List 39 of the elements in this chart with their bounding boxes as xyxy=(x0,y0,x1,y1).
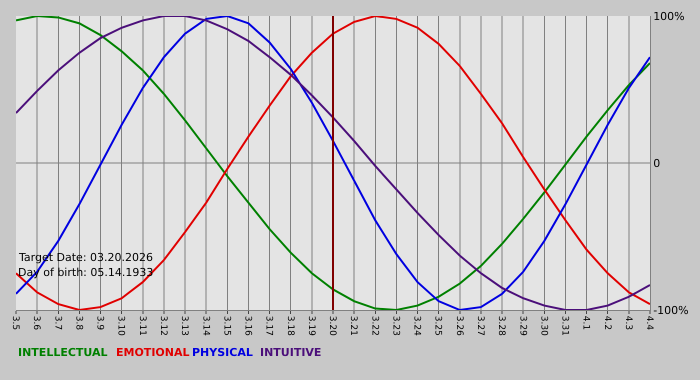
x-tick-label: 3.27 xyxy=(475,316,486,336)
x-tick-label: 3.24 xyxy=(412,316,422,336)
x-tick-label: 3.29 xyxy=(517,316,528,336)
text: INTUITIVE xyxy=(260,346,322,359)
x-tick-label: 3.6 xyxy=(31,316,42,330)
text: PHYSICAL xyxy=(192,346,253,359)
x-tick-label: 3.22 xyxy=(369,316,380,336)
x-tick-label: 3.13 xyxy=(179,316,190,336)
y-tick-label: 0 xyxy=(653,156,660,170)
x-tick-label: 3.30 xyxy=(538,316,548,336)
x-tick-label: 3.7 xyxy=(52,316,62,330)
y-tick-label: -100% xyxy=(653,304,689,317)
x-tick-label: 3.23 xyxy=(390,316,400,336)
x-tick-label: 3.25 xyxy=(432,316,443,336)
x-tick-label: 4.1 xyxy=(580,316,591,330)
x-tick-label: 3.28 xyxy=(496,316,506,336)
x-tick-label: 3.21 xyxy=(348,316,358,336)
x-tick-label: 3.14 xyxy=(200,316,210,336)
x-tick-label: 3.19 xyxy=(306,316,316,336)
x-tick-label: 3.17 xyxy=(264,316,274,336)
x-tick-label: 3.18 xyxy=(284,316,295,336)
x-tick-label: 3.31 xyxy=(560,316,570,336)
x-tick-label: 3.5 xyxy=(10,316,20,330)
x-tick-label: 4.2 xyxy=(602,316,612,330)
y-tick-label: 100% xyxy=(653,10,685,23)
x-tick-label: 3.8 xyxy=(73,316,84,330)
x-tick-label: 4.3 xyxy=(622,316,633,330)
line-series xyxy=(16,16,650,310)
x-tick-label: 3.11 xyxy=(136,316,147,336)
x-tick-label: 3.15 xyxy=(221,316,232,336)
x-tick-label: 3.10 xyxy=(116,316,126,336)
text: INTELLECTUAL xyxy=(18,346,108,359)
x-tick-label: 3.16 xyxy=(242,316,253,336)
x-tick-label: 4.4 xyxy=(644,316,654,330)
x-tick-label: 3.12 xyxy=(158,316,168,336)
text: EMOTIONAL xyxy=(116,346,190,359)
x-tick-label: 3.26 xyxy=(454,316,464,336)
x-tick-label: 3.9 xyxy=(94,316,105,330)
x-tick-label: 3.20 xyxy=(327,316,338,336)
